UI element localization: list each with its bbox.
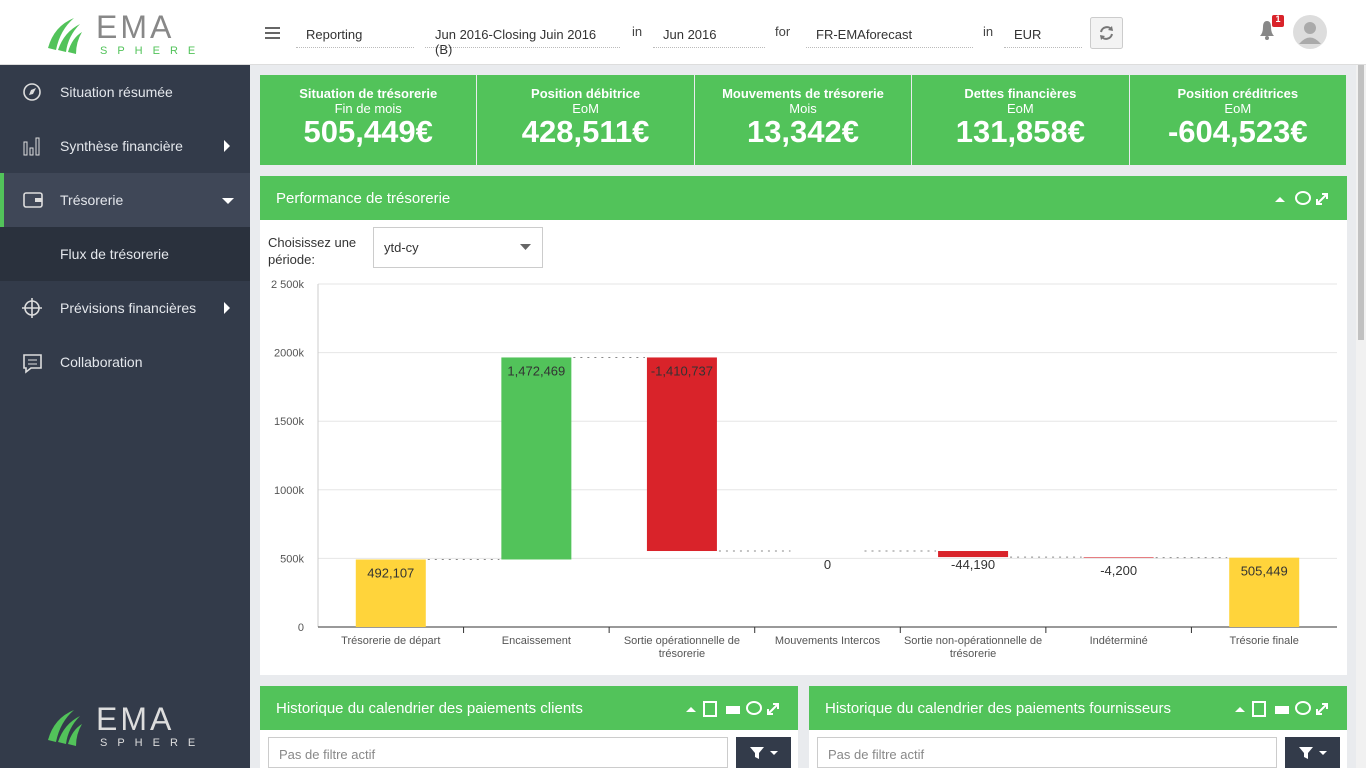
x-tick-label: Trésorie finale [1229,635,1299,647]
label: for [775,24,791,39]
label: in [632,24,643,39]
kpi-value: 505,449€ [303,114,433,149]
panel-header: Historique du calendrier des paiements c… [260,686,798,730]
sidebar: Situation résumée Synthèse financière Tr… [0,65,250,768]
sidebar-logo: EMA SPHERE [48,701,205,749]
bar [1083,557,1154,558]
logo-name: EMA [96,701,174,737]
kpi-value: 13,342€ [746,114,860,149]
value-label: -4,200 [1100,563,1137,578]
y-tick-label: 1000k [274,485,304,497]
kpi-value: -604,523€ [1167,114,1308,149]
version-select[interactable]: Jun 2016-Closing Juin 2016 (B) [425,22,620,57]
kpi-value: 428,511€ [521,114,650,149]
kpi-subtitle: Mois [789,101,817,116]
filter-button[interactable] [736,737,791,768]
refresh-button[interactable] [1090,17,1123,49]
kpi-subtitle: EoM [1007,101,1034,116]
notification-icon[interactable] [1256,14,1286,42]
x-tick-label: Sortie opérationnelle de trésorerie [623,635,741,660]
y-tick-label: 2 500k [271,279,305,291]
currency-select[interactable]: EUR [1004,22,1082,48]
kpi-subtitle: Fin de mois [334,101,402,116]
y-tick-label: 2000k [274,348,304,360]
notification-badge: 1 [1275,14,1281,24]
panel-tools[interactable] [1273,190,1333,208]
kpi-title: Mouvements de trésorerie [722,86,884,101]
panel-tools [1235,701,1328,717]
filter-input[interactable]: Pas de filtre actif [268,737,728,768]
kpi-subtitle: EoM [572,101,599,116]
kpi-title: Position créditrices [1177,86,1299,101]
kpi-tile: Mouvements de trésorerie Mois 13,342€ [694,75,912,165]
entity-select[interactable]: FR-EMAforecast [806,22,973,48]
nav-icons [22,83,234,374]
panel-body: Pas de filtre actif [260,730,798,768]
kpi-tile: Dettes financières EoM 131,858€ [912,75,1129,165]
chart-panel: Choisissez une période: ytd-cy 0 500k 1000… [260,220,1347,675]
filter-input[interactable]: Pas de filtre actif [817,737,1277,768]
panel-tools [686,701,779,717]
nav-item[interactable]: Prévisions financières [60,300,197,316]
report-select[interactable]: Reporting [296,22,414,48]
nav-item-active[interactable]: Trésorerie [0,173,250,227]
x-tick-label: Sortie non-opérationnelle de trésorerie [903,635,1043,660]
period-dropdown[interactable]: ytd-cy [373,227,543,268]
filter-button[interactable] [1285,737,1340,768]
panel-title: Historique du calendrier des paiements f… [825,700,1172,717]
header: EMA SPHERE Reporting Jun 2016-Closing Ju… [0,0,1366,65]
logo-name: EMA [96,9,174,45]
period-label: Choisissez une période: [268,235,357,267]
kpi-title: Position débitrice [531,86,641,101]
value-label: 492,107 [367,565,414,580]
logo-tagline: SPHERE [100,45,205,57]
kpi-tile: Situation de trésorerie Fin de mois 505,44… [260,75,477,165]
user-avatar[interactable] [1293,15,1327,49]
value-label: 505,449 [1241,564,1288,579]
menu-button[interactable] [265,26,281,40]
scrollbar[interactable] [1356,65,1366,768]
y-tick-label: 1500k [274,416,304,428]
kpi-title: Situation de trésorerie [299,86,438,101]
label: in [983,24,994,39]
period-value: ytd-cy [384,240,419,255]
bar [646,357,717,552]
y-tick-label: 0 [298,622,304,634]
bar [355,559,426,627]
kpi-tile: Position créditrices EoM -604,523€ [1129,75,1346,165]
kpi-title: Dettes financières [964,86,1077,101]
nav-item[interactable]: Synthèse financière [60,138,183,154]
panel-body: Pas de filtre actif [809,730,1347,768]
value-label: -44,190 [951,557,995,572]
nav-item[interactable]: Situation résumée [60,84,173,100]
panel-title: Historique du calendrier des paiements c… [276,700,583,717]
panel-title: Performance de trésorerie [276,190,451,207]
x-tick-label: Trésorerie de départ [341,635,441,647]
y-tick-label: 500k [280,553,304,565]
bar [501,357,572,560]
bar [938,551,1009,558]
bar [1229,557,1300,627]
x-tick-label: Mouvements Intercos [774,635,881,647]
value-label: -1,410,737 [651,363,713,378]
panel-header: Historique du calendrier des paiements f… [809,686,1347,730]
nav-item[interactable]: Collaboration [60,354,143,370]
nav-sub-item[interactable]: Flux de trésorerie [0,227,250,281]
x-tick-label: Encaissement [501,635,571,647]
period-select[interactable]: Jun 2016 [653,22,765,48]
kpi-tile: Position débitrice EoM 428,511€ [477,75,694,165]
x-tick-label: Indéterminé [1089,635,1148,647]
kpi-value: 131,858€ [955,114,1086,149]
kpi-subtitle: EoM [1224,101,1252,116]
value-label: 1,472,469 [507,363,565,378]
logo-tagline: SPHERE [100,737,205,749]
waterfall-chart: 0 500k 1000k 1500k 2000k 2 500k 492,107 1,472,4… [271,279,1337,634]
value-label: 0 [824,557,831,572]
panel-header: Performance de trésorerie [260,176,1347,220]
logo: EMA SPHERE [48,9,205,57]
